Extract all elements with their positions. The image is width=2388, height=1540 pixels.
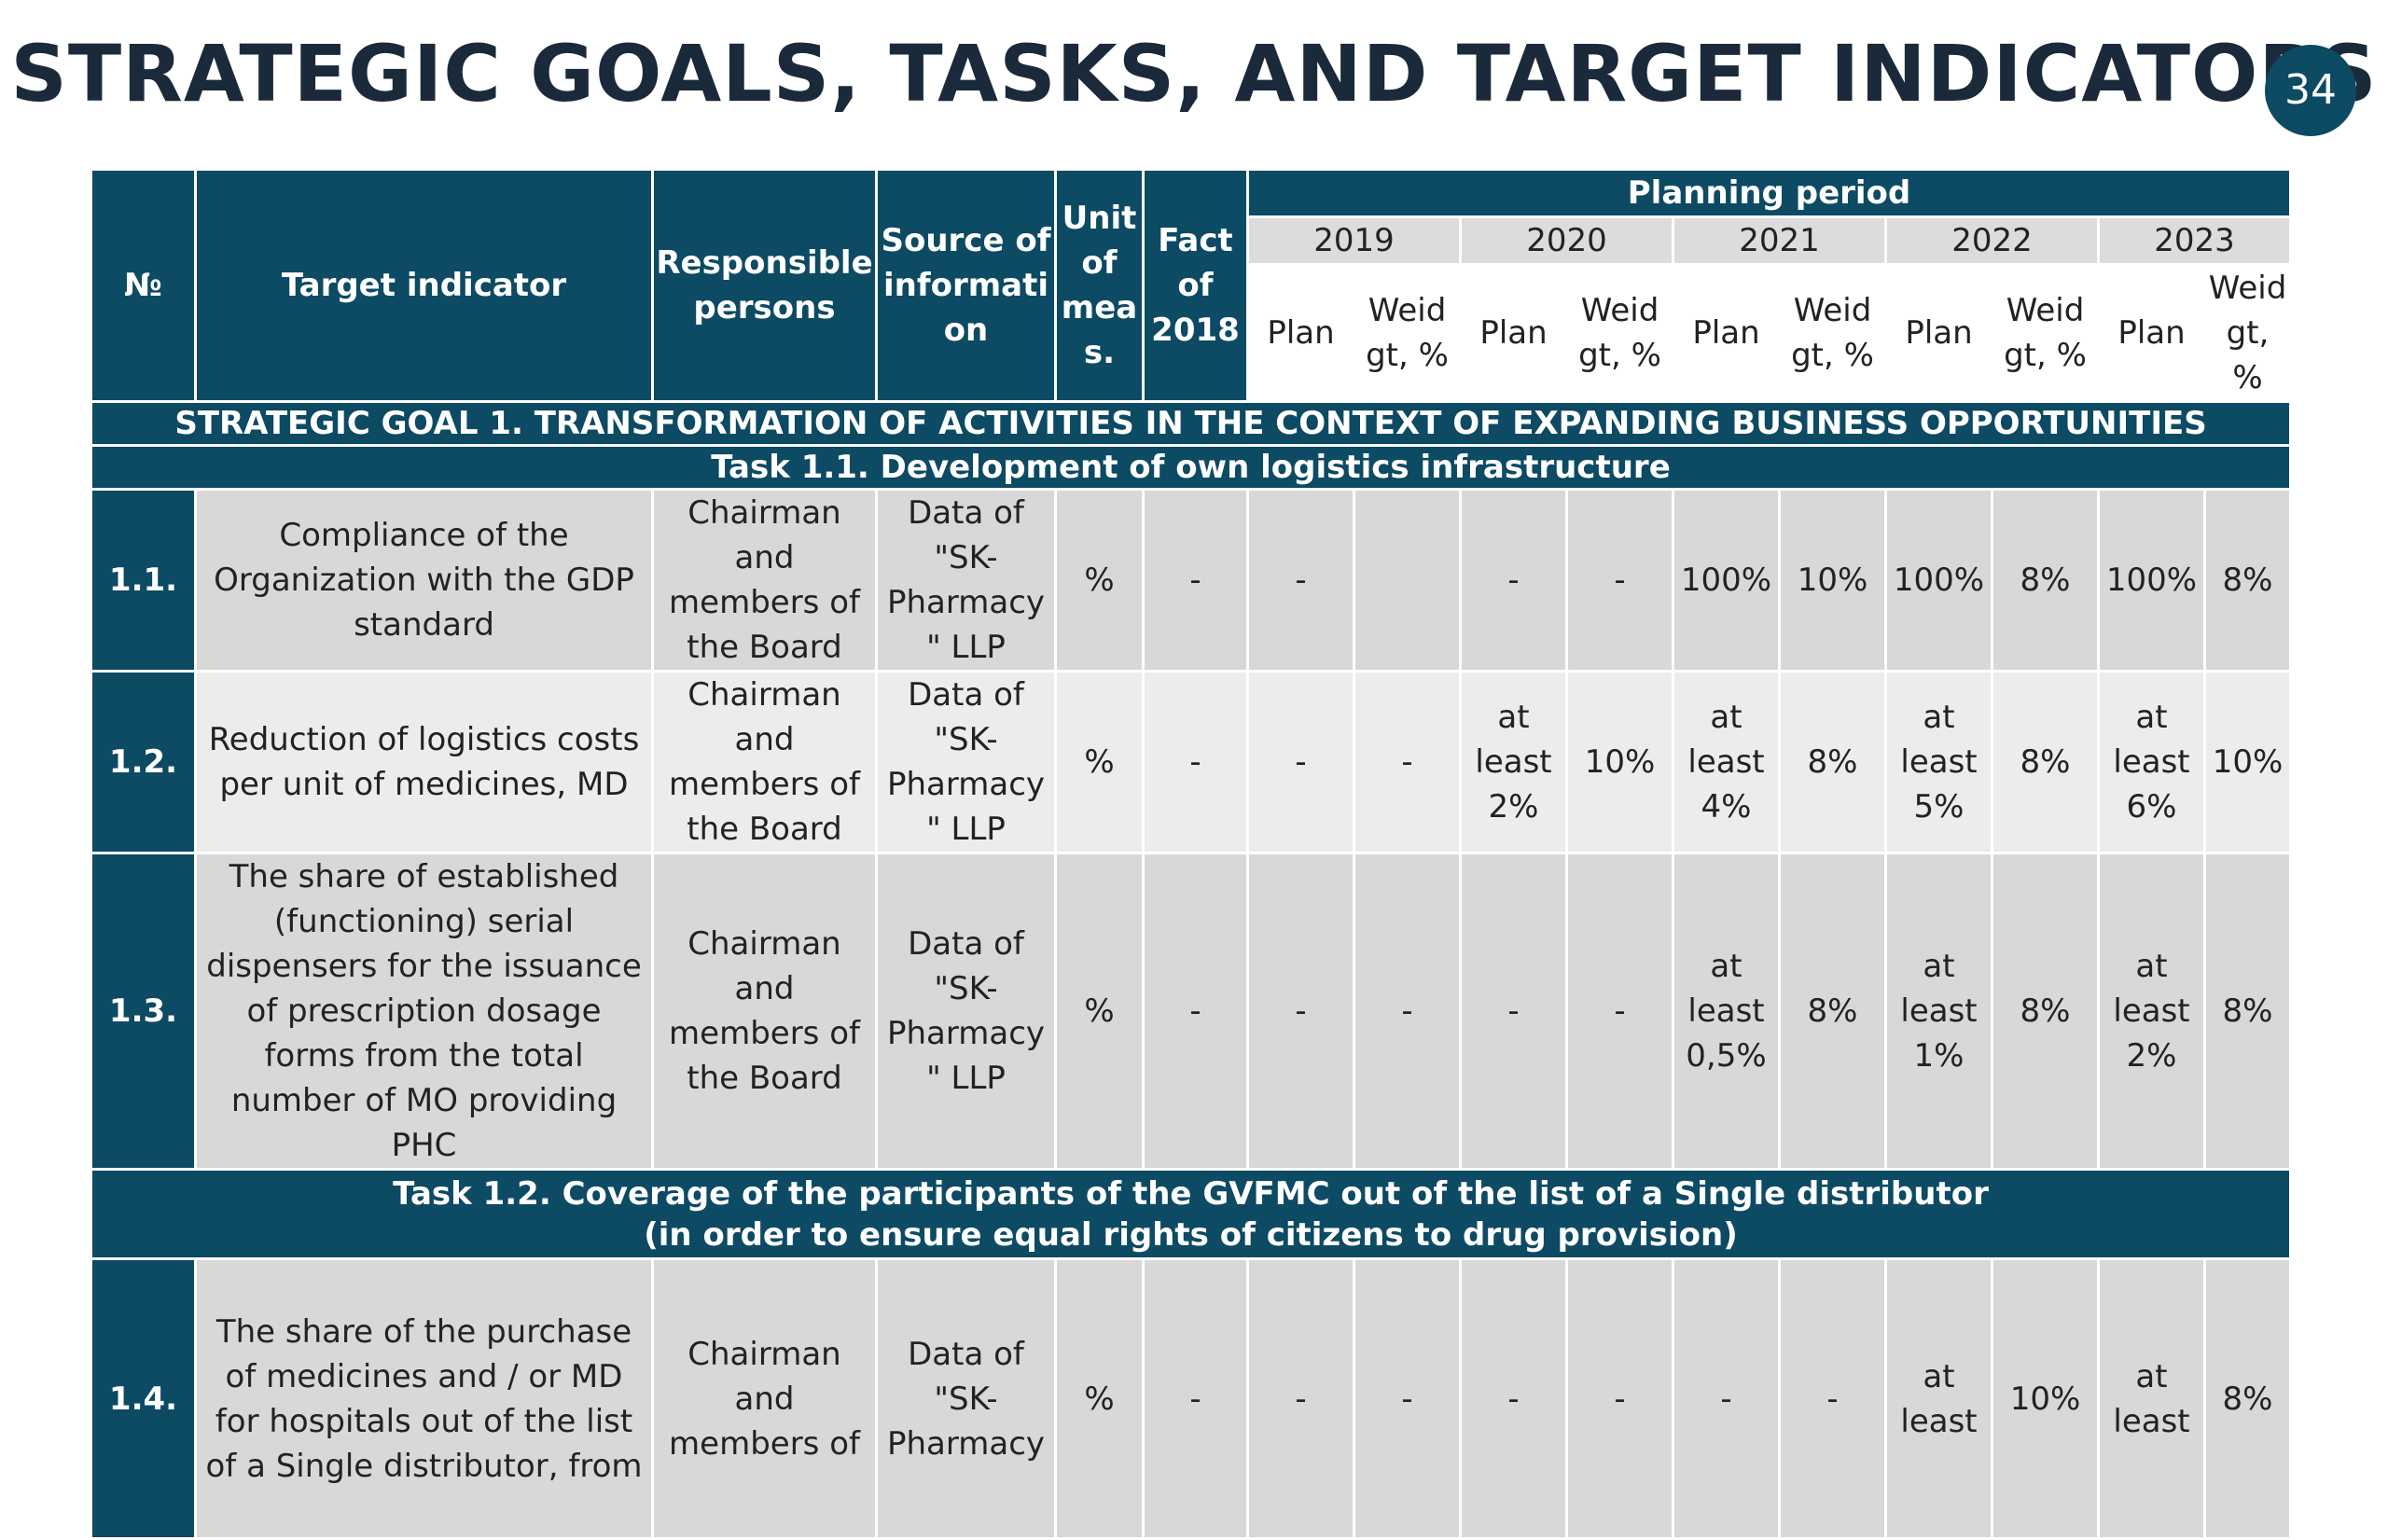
header-plan: Plan (1459, 263, 1568, 403)
row-number: 1.3. (90, 852, 197, 1171)
unit-cell: % (1054, 488, 1145, 673)
plan-2022-cell: 100% (1884, 488, 1993, 673)
weight-2023-cell: 10% (2202, 670, 2293, 854)
table-row: 1.4. The share of the purchase of medici… (90, 1257, 2293, 1540)
plan-2022-cell: at least 1% (1884, 852, 1993, 1171)
unit-cell: % (1054, 1257, 1145, 1540)
plan-2020-cell: - (1459, 852, 1568, 1171)
plan-2019-cell: - (1246, 1257, 1355, 1540)
plan-2021-cell: at least 0,5% (1672, 852, 1781, 1171)
task-1-2-heading-line1: Task 1.2. Coverage of the participants o… (393, 1174, 1989, 1213)
header-plan: Plan (1884, 263, 1993, 403)
weight-2020-cell: - (1565, 1257, 1674, 1540)
header-weight: Weid gt, % (2202, 263, 2293, 403)
header-planning-period: Planning period (1245, 168, 2293, 218)
page-number-badge: 34 (2265, 45, 2356, 136)
weight-2023-cell: 8% (2202, 488, 2293, 673)
weight-2019-cell: - (1353, 852, 1462, 1171)
plan-2020-cell: - (1459, 488, 1568, 673)
header-target-indicator: Target indicator (194, 168, 654, 403)
source-cell: Data of "SK-Pharmacy (875, 1257, 1057, 1540)
unit-cell: % (1054, 852, 1145, 1171)
weight-2023-cell: 8% (2202, 1257, 2293, 1540)
weight-2021-cell: 8% (1778, 852, 1887, 1171)
header-year-2020: 2020 (1459, 215, 1674, 266)
header-year-2021: 2021 (1672, 215, 1887, 266)
source-cell: Data of "SK-Pharmacy " LLP (875, 852, 1057, 1171)
responsible-cell: Chairman and members of (651, 1257, 878, 1540)
plan-2019-cell: - (1246, 852, 1355, 1171)
plan-2022-cell: at least 5% (1884, 670, 1993, 854)
indicator-cell: Reduction of logistics costs per unit of… (194, 670, 654, 854)
weight-2020-cell: - (1565, 852, 1674, 1171)
task-1-2-heading-line2: (in order to ensure equal rights of citi… (644, 1215, 1738, 1254)
row-number: 1.4. (90, 1257, 197, 1540)
weight-2021-cell: 10% (1778, 488, 1887, 673)
plan-2020-cell: - (1459, 1257, 1568, 1540)
plan-2023-cell: 100% (2097, 488, 2206, 673)
indicator-cell: The share of the purchase of medicines a… (194, 1257, 654, 1540)
header-plan: Plan (1246, 263, 1355, 403)
unit-cell: % (1054, 670, 1145, 854)
header-weight: Weid gt, % (1991, 263, 2100, 403)
plan-2021-cell: 100% (1672, 488, 1781, 673)
plan-2019-cell: - (1246, 670, 1355, 854)
source-cell: Data of "SK-Pharmacy " LLP (875, 670, 1057, 854)
responsible-cell: Chairman and members of the Board (651, 852, 878, 1171)
row-number: 1.1. (90, 488, 197, 673)
weight-2020-cell: - (1565, 488, 1674, 673)
header-plan: Plan (2097, 263, 2206, 403)
header-fact-2018: Fact of 2018 (1142, 168, 1249, 403)
header-year-2022: 2022 (1884, 215, 2100, 266)
weight-2021-cell: 8% (1778, 670, 1887, 854)
table-row: 1.3. The share of established (functioni… (90, 852, 2293, 1171)
page-title: STRATEGIC GOALS, TASKS, AND TARGET INDIC… (10, 28, 2378, 119)
task-1-2-heading: Task 1.2. Coverage of the participants o… (89, 1168, 2293, 1260)
fact-cell: - (1142, 1257, 1249, 1540)
fact-cell: - (1142, 488, 1249, 673)
indicator-cell: Compliance of the Organization with the … (194, 488, 654, 673)
weight-2022-cell: 10% (1991, 1257, 2100, 1540)
header-weight: Weid gt, % (1565, 263, 1674, 403)
header-weight: Weid gt, % (1778, 263, 1887, 403)
header-year-2023: 2023 (2096, 215, 2293, 266)
weight-2020-cell: 10% (1565, 670, 1674, 854)
plan-2021-cell: at least 4% (1672, 670, 1781, 854)
plan-2023-cell: at least 2% (2097, 852, 2206, 1171)
table-row: 1.2. Reduction of logistics costs per un… (90, 670, 2293, 854)
header-source-of-information: Source of informati on (875, 168, 1057, 403)
header-number: № (90, 168, 197, 403)
weight-2022-cell: 8% (1991, 852, 2100, 1171)
weight-2019-cell: - (1353, 670, 1462, 854)
plan-2020-cell: at least 2% (1459, 670, 1568, 854)
weight-2021-cell: - (1778, 1257, 1887, 1540)
plan-2022-cell: at least (1884, 1257, 1993, 1540)
weight-2023-cell: 8% (2202, 852, 2293, 1171)
plan-2023-cell: at least (2097, 1257, 2206, 1540)
indicators-table: № Target indicator Responsible persons S… (89, 168, 2293, 1540)
header-weight: Weid gt, % (1353, 263, 1462, 403)
fact-cell: - (1142, 852, 1249, 1171)
responsible-cell: Chairman and members of the Board (651, 670, 878, 854)
plan-2021-cell: - (1672, 1257, 1781, 1540)
indicator-cell: The share of established (functioning) s… (194, 852, 654, 1171)
weight-2019-cell: - (1353, 1257, 1462, 1540)
header-responsible-persons: Responsible persons (651, 168, 878, 403)
header-year-2019: 2019 (1246, 215, 1462, 266)
strategic-goal-1-heading: STRATEGIC GOAL 1. TRANSFORMATION OF ACTI… (89, 400, 2293, 447)
plan-2019-cell: - (1246, 488, 1355, 673)
header-unit-of-measure: Unit of mea s. (1054, 168, 1145, 403)
task-1-1-heading: Task 1.1. Development of own logistics i… (89, 444, 2293, 491)
weight-2022-cell: 8% (1991, 488, 2100, 673)
weight-2019-cell (1353, 488, 1462, 673)
row-number: 1.2. (90, 670, 197, 854)
header-plan: Plan (1672, 263, 1781, 403)
weight-2022-cell: 8% (1991, 670, 2100, 854)
plan-2023-cell: at least 6% (2097, 670, 2206, 854)
source-cell: Data of "SK-Pharmacy " LLP (875, 488, 1057, 673)
table-row: 1.1. Compliance of the Organization with… (90, 488, 2293, 673)
fact-cell: - (1142, 670, 1249, 854)
responsible-cell: Chairman and members of the Board (651, 488, 878, 673)
